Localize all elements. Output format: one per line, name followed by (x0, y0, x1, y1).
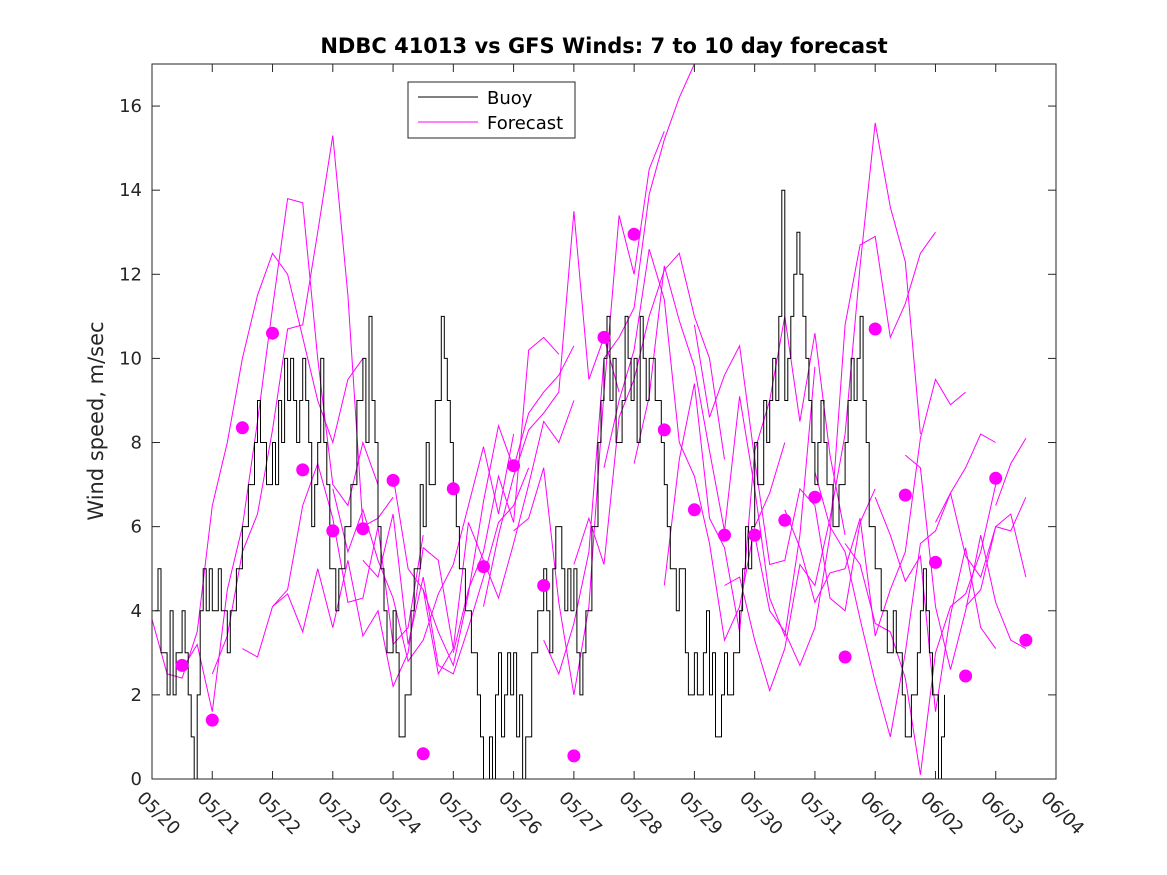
forecast-point-3 (235, 421, 249, 435)
forecast-point-13 (537, 579, 551, 592)
forecast-line-19 (724, 122, 921, 693)
y-tick-label: 12 (119, 264, 142, 285)
forecast-point-28 (989, 471, 1003, 485)
forecast-line-6 (332, 434, 515, 663)
forecast-point-24 (868, 322, 882, 336)
buoy-line (155, 189, 945, 780)
forecast-line-25 (904, 454, 1027, 670)
forecast-line-18 (693, 324, 876, 612)
y-tick-label: 4 (131, 601, 142, 622)
forecast-point-15 (597, 330, 611, 344)
forecast-line-28 (995, 438, 1027, 506)
forecast-point-4 (266, 326, 279, 340)
y-tick-label: 10 (119, 348, 142, 369)
y-axis-label: Wind speed, m/sec (84, 321, 108, 520)
legend-buoy-label: Buoy (487, 88, 533, 109)
forecast-line-5 (272, 546, 454, 689)
forecast-point-27 (959, 669, 973, 683)
forecast-point-7 (356, 522, 370, 536)
forecast-point-21 (778, 513, 792, 527)
forecast-point-16 (627, 227, 641, 241)
legend-box (407, 81, 576, 139)
chart-title: NDBC 41013 vs GFS Winds: 7 to 10 day for… (320, 34, 887, 58)
forecast-point-14 (567, 749, 581, 763)
forecast-point-29 (1019, 633, 1033, 647)
plot-area (152, 64, 1056, 779)
forecast-point-1 (175, 658, 189, 672)
forecast-line-24 (874, 497, 997, 712)
forecast-point-5 (296, 463, 310, 477)
forecast-line-11 (483, 211, 620, 607)
forecast-line-2 (181, 197, 379, 712)
legend-forecast-label: Forecast (487, 113, 563, 134)
forecast-line-23 (844, 484, 997, 775)
forecast-line-26 (935, 491, 1027, 579)
forecast-point-25 (898, 488, 912, 502)
y-tick-label: 14 (119, 180, 142, 201)
forecast-line-10 (452, 336, 560, 653)
forecast-line-22 (814, 433, 996, 738)
forecast-point-12 (507, 459, 521, 473)
y-tick-label: 6 (131, 517, 142, 538)
forecast-point-2 (205, 713, 219, 727)
forecast-point-17 (657, 423, 671, 437)
forecast-line-12 (513, 131, 665, 695)
y-tick-label: 2 (131, 685, 142, 706)
forecast-point-26 (929, 555, 942, 569)
forecast-line-9 (422, 345, 575, 668)
y-tick-label: 0 (131, 769, 142, 790)
forecast-point-22 (808, 490, 822, 504)
y-tick-label: 16 (119, 96, 142, 117)
forecast-line-21 (784, 378, 966, 637)
forecast-line-20 (754, 231, 936, 667)
forecast-line-14 (573, 252, 725, 565)
forecast-line-7 (362, 467, 530, 675)
legend: Buoy Forecast (407, 81, 576, 139)
forecast-line-13 (543, 63, 695, 676)
forecast-point-20 (748, 528, 762, 542)
series-layer (151, 63, 1033, 780)
plot-frame (151, 63, 1057, 780)
forecast-point-19 (718, 528, 731, 542)
forecast-point-11 (477, 560, 490, 574)
forecast-line-27 (965, 496, 1027, 607)
forecast-point-23 (838, 650, 852, 664)
forecast-point-10 (446, 482, 460, 496)
forecast-point-8 (386, 473, 400, 487)
forecast-point-9 (416, 747, 430, 761)
y-tick-label: 8 (131, 433, 142, 454)
forecast-point-18 (687, 503, 701, 517)
forecast-point-6 (326, 524, 340, 538)
